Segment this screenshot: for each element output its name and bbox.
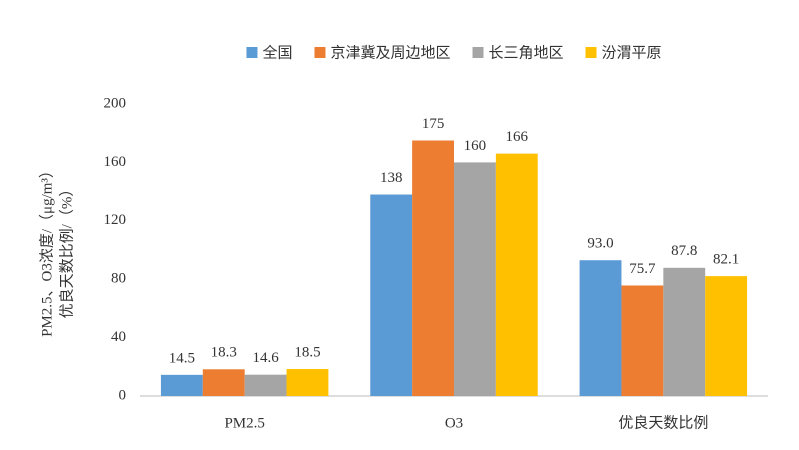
value-label: 18.3 [211,345,237,361]
value-label: 166 [506,129,529,145]
y-tick-label: 80 [111,271,126,287]
legend: 全国 京津冀及周边地区 长三角地区 汾渭平原 [246,44,662,62]
legend-label: 汾渭平原 [602,44,662,62]
y-tick-label: 200 [104,95,127,111]
value-label: 18.5 [294,344,320,360]
y-tick-label: 40 [111,329,126,345]
x-tick-label: PM2.5 [224,415,264,431]
legend-label: 长三角地区 [489,44,564,62]
value-label: 14.6 [252,350,279,366]
bar [621,285,664,396]
value-label: 160 [464,138,487,154]
legend-swatch [314,47,326,58]
legend-label: 京津冀及周边地区 [330,44,450,62]
y-tick-label: 0 [119,387,127,403]
value-label: 87.8 [671,243,697,259]
value-label: 82.1 [713,252,739,268]
legend-swatch [472,47,484,58]
legend-swatch [585,47,597,58]
y-tick-label: 160 [104,154,127,170]
value-label: 175 [422,116,445,132]
legend-label: 全国 [262,44,292,62]
y-axis-label-line: PM2.5、O3浓度/（μg/m³） [38,163,55,337]
bar [412,140,454,396]
legend-swatch [246,47,258,58]
bar [705,276,748,396]
bar [160,374,203,396]
y-axis-label: PM2.5、O3浓度/（μg/m³） 优良天数比例/（%） [38,163,75,337]
bar [286,368,329,396]
value-label: 14.5 [169,350,195,366]
bar [370,194,413,396]
bar [495,153,538,396]
bar [454,162,496,396]
value-label: 138 [380,170,403,186]
x-tick-label: 优良天数比例 [618,414,708,431]
bar [663,267,706,396]
value-label: 75.7 [629,261,656,277]
bar [579,260,622,396]
bar [202,369,245,396]
y-axis-label-line: 优良天数比例/（%） [58,182,75,319]
y-tick-label: 120 [104,212,127,228]
value-label: 93.0 [587,236,613,252]
bar [244,374,287,396]
x-tick-label: O3 [445,415,463,431]
